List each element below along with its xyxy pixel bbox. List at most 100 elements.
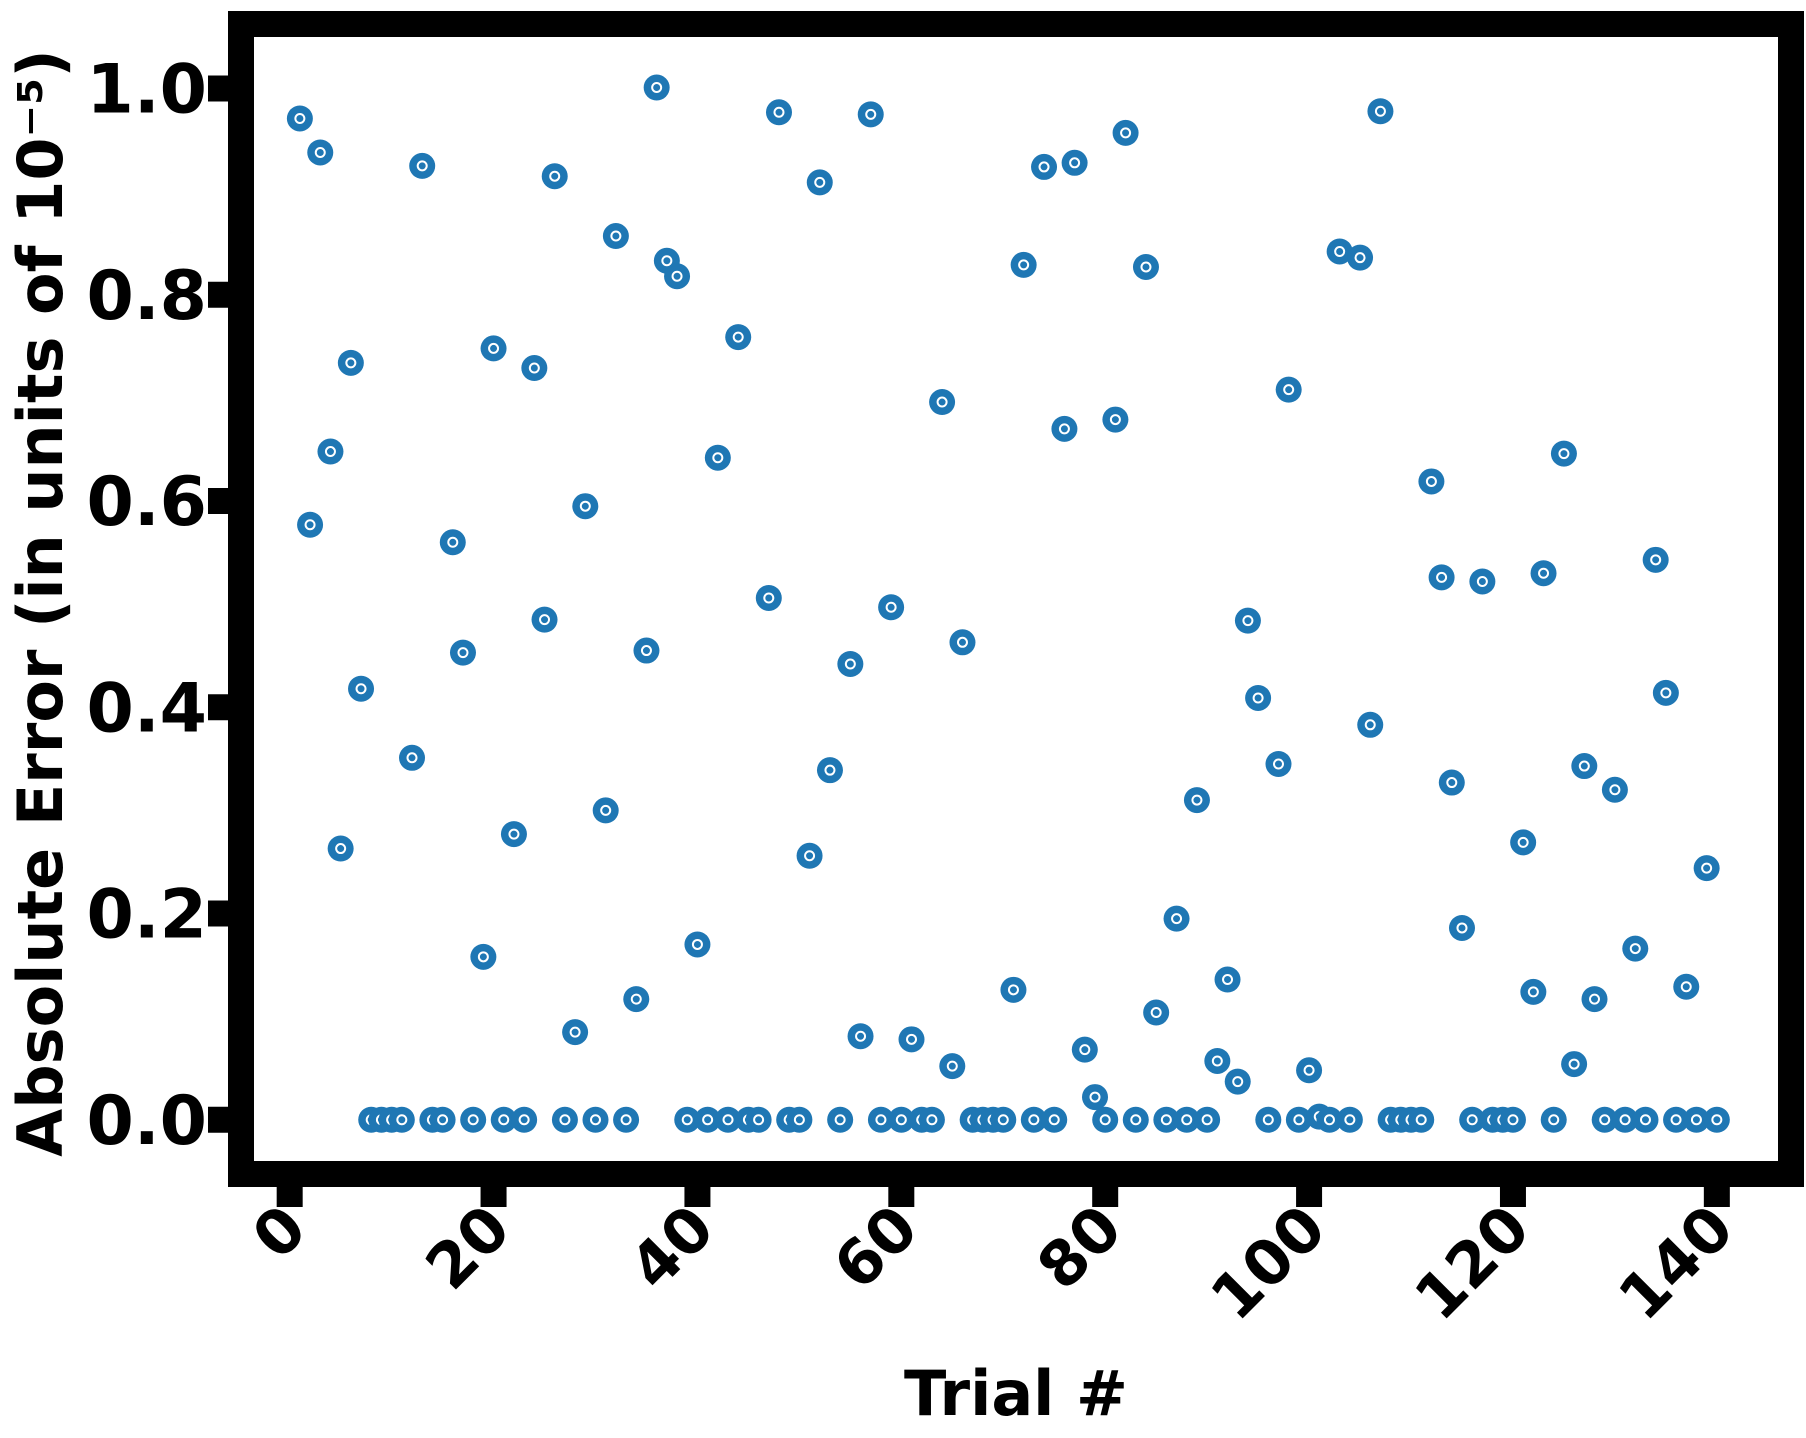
data-point — [1010, 251, 1037, 278]
data-point — [745, 1106, 772, 1133]
data-point — [490, 1106, 517, 1133]
data-point — [399, 744, 426, 771]
data-point — [337, 349, 364, 376]
data-point — [1418, 468, 1445, 495]
data-point — [898, 1026, 925, 1053]
data-point — [1296, 1057, 1323, 1084]
y-tick-label: 0.4 — [87, 669, 207, 748]
y-tick-label: 0.8 — [87, 257, 207, 336]
data-point — [1448, 914, 1475, 941]
data-point — [1122, 1106, 1149, 1133]
data-point — [1703, 1106, 1730, 1133]
data-point — [755, 584, 782, 611]
data-point — [327, 835, 354, 862]
data-point — [929, 389, 956, 416]
data-point — [918, 1106, 945, 1133]
data-point — [1530, 560, 1557, 587]
data-point — [1561, 1051, 1588, 1078]
data-point — [1428, 564, 1455, 591]
x-axis-title: Trial # — [904, 1357, 1128, 1430]
data-point — [1336, 1106, 1363, 1133]
data-point — [949, 629, 976, 656]
data-point — [1520, 978, 1547, 1005]
data-point — [602, 223, 629, 250]
data-point — [1652, 679, 1679, 706]
data-point — [827, 1106, 854, 1133]
data-point — [725, 324, 752, 351]
data-point — [990, 1106, 1017, 1133]
data-point — [460, 1106, 487, 1133]
data-point — [1459, 1106, 1486, 1133]
data-point — [1438, 769, 1465, 796]
data-point — [867, 1106, 894, 1133]
data-point — [1214, 966, 1241, 993]
y-tick-label: 0.2 — [87, 876, 207, 955]
data-point — [1510, 829, 1537, 856]
data-point — [1540, 1106, 1567, 1133]
data-point — [1183, 787, 1210, 814]
data-point — [847, 1023, 874, 1050]
data-point — [1112, 119, 1139, 146]
data-point — [1622, 935, 1649, 962]
data-point — [939, 1053, 966, 1080]
data-point — [307, 139, 334, 166]
data-point — [694, 1106, 721, 1133]
data-point — [1041, 1106, 1068, 1133]
data-point — [1663, 1106, 1690, 1133]
y-tick-label: 0.0 — [87, 1082, 207, 1161]
data-point — [1071, 1036, 1098, 1063]
data-point — [1601, 776, 1628, 803]
data-point — [429, 1106, 456, 1133]
data-point — [562, 1019, 589, 1046]
data-point — [1102, 406, 1129, 433]
data-point — [816, 757, 843, 784]
data-point — [1000, 976, 1027, 1003]
data-point — [1173, 1106, 1200, 1133]
data-point — [674, 1106, 701, 1133]
y-axis-ticks: 0.0 0.2 0.4 0.6 0.8 1.0 — [87, 51, 228, 1161]
data-point — [1132, 253, 1159, 280]
data-point — [1224, 1068, 1251, 1095]
data-point — [1316, 1106, 1343, 1133]
data-point — [551, 1106, 578, 1133]
data-point — [480, 335, 507, 362]
data-point — [572, 493, 599, 520]
data-point — [470, 943, 497, 970]
data-point — [857, 101, 884, 128]
data-point — [317, 438, 344, 465]
data-point — [684, 931, 711, 958]
data-point — [500, 821, 527, 848]
data-point — [1591, 1106, 1618, 1133]
data-point — [1683, 1106, 1710, 1133]
y-axis-title: Absolute Error (in units of 10⁻⁵) — [4, 49, 77, 1156]
data-point — [796, 842, 823, 869]
data-point — [1693, 855, 1720, 882]
data-point — [1255, 1106, 1282, 1133]
data-point — [643, 74, 670, 101]
data-point — [286, 105, 313, 132]
y-tick-label: 1.0 — [87, 51, 207, 130]
data-point — [1245, 684, 1272, 711]
data-point — [613, 1106, 640, 1133]
data-point — [521, 355, 548, 382]
data-point — [1357, 711, 1384, 738]
data-point — [1469, 568, 1496, 595]
y-tick-label: 0.6 — [87, 463, 207, 542]
data-point — [1092, 1106, 1119, 1133]
data-point — [633, 637, 660, 664]
data-point — [715, 1106, 742, 1133]
data-point — [1275, 376, 1302, 403]
data-point — [1612, 1106, 1639, 1133]
data-point — [623, 986, 650, 1013]
data-point — [1550, 440, 1577, 467]
data-point — [888, 1106, 915, 1133]
data-point — [837, 650, 864, 677]
data-point — [1408, 1106, 1435, 1133]
plot-frame — [228, 11, 1804, 1187]
data-point — [1234, 607, 1261, 634]
data-point — [1367, 98, 1394, 125]
data-point — [1020, 1106, 1047, 1133]
data-points — [286, 74, 1730, 1133]
data-point — [592, 797, 619, 824]
